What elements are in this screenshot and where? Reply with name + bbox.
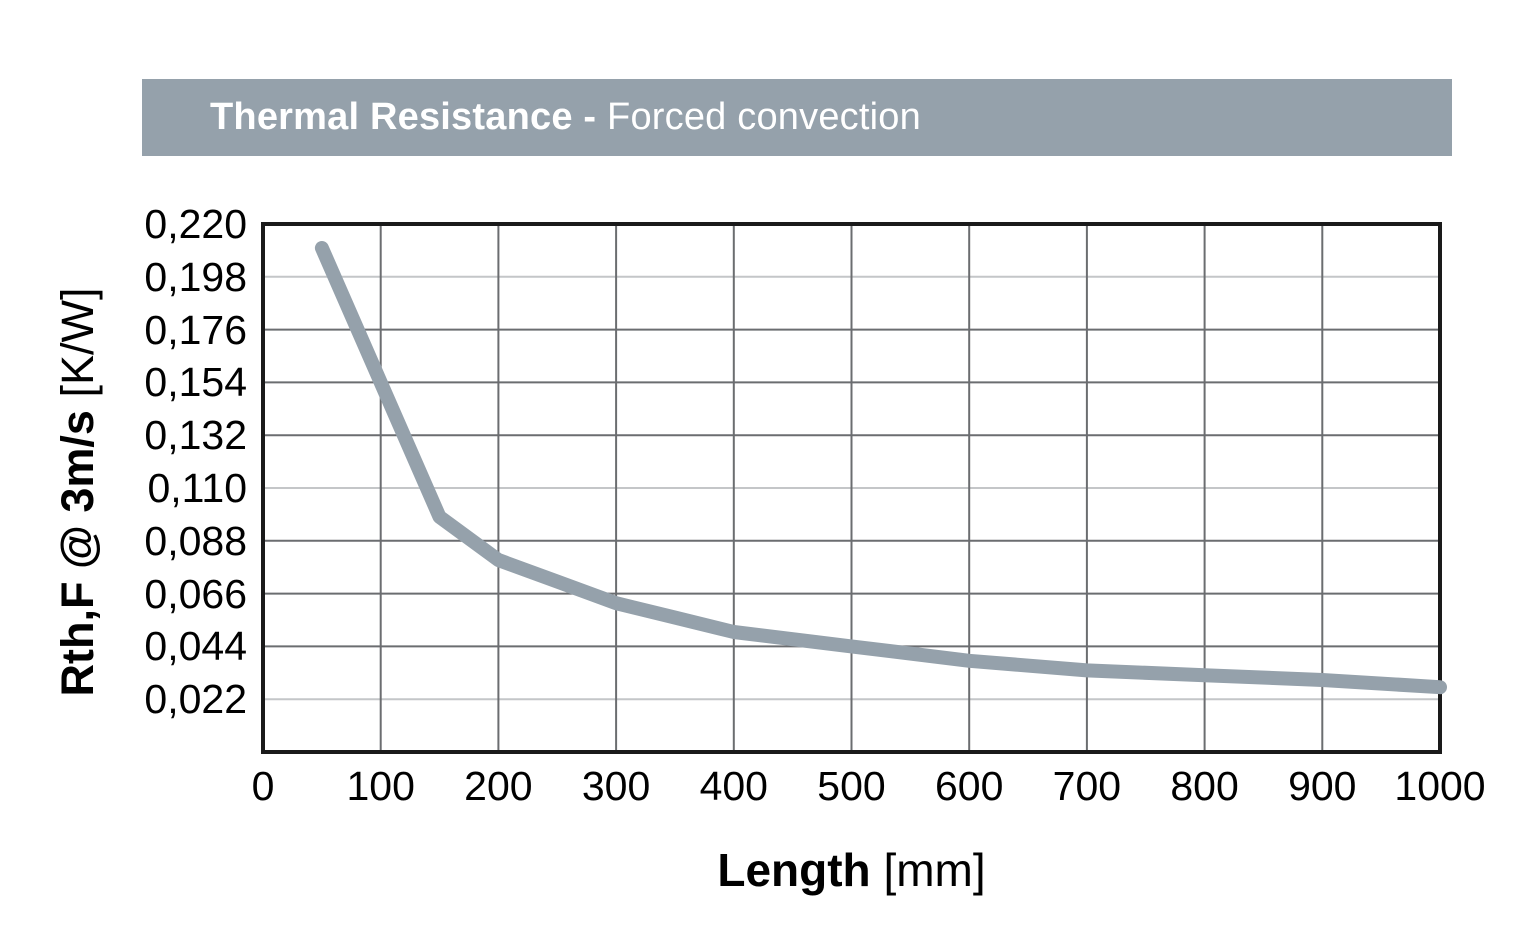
x-tick-label: 700 xyxy=(1052,763,1122,809)
x-tick-label: 800 xyxy=(1170,763,1239,809)
x-tick-label: 100 xyxy=(346,763,415,809)
plot-frame xyxy=(261,222,1442,754)
y-tick-label: 0,176 xyxy=(144,306,247,353)
y-tick-label: 0,088 xyxy=(144,517,247,564)
chart-title-regular-text: Forced convection xyxy=(607,96,921,138)
x-tick-label: 600 xyxy=(934,763,1004,809)
chart-title-bold: Thermal Resistance - xyxy=(210,96,597,138)
x-tick-label: 400 xyxy=(699,763,768,809)
x-tick-label: 500 xyxy=(817,763,886,809)
x-tick-label: 300 xyxy=(581,763,651,809)
x-axis-title-space xyxy=(871,843,884,897)
y-axis-title: Rth,F @ 3m/s [K/W] xyxy=(48,192,108,792)
y-tick-label: 0,044 xyxy=(144,623,247,670)
y-tick-label: 0,198 xyxy=(144,253,247,300)
y-tick-label: 0,066 xyxy=(144,570,247,617)
chart-title-bar: Thermal Resistance - Forced convection xyxy=(142,79,1452,156)
x-axis-title-unit: [mm] xyxy=(883,844,986,896)
x-tick-label: 900 xyxy=(1288,763,1357,809)
y-tick-label: 0,132 xyxy=(144,412,247,459)
y-axis-title-space xyxy=(52,398,104,411)
y-tick-label: 0,110 xyxy=(147,465,247,511)
x-tick-label: 0 xyxy=(251,763,275,809)
y-tick-label: 0,220 xyxy=(144,201,247,247)
x-tick-label: 1000 xyxy=(1394,763,1486,809)
x-axis-title-bold: Length xyxy=(717,844,871,896)
y-tick-label: 0,154 xyxy=(144,359,247,406)
y-axis-title-bold: Rth,F @ 3m/s xyxy=(52,410,103,697)
y-axis-title-unit: [K/W] xyxy=(52,287,103,398)
x-tick-label: 200 xyxy=(464,763,533,809)
y-tick-label: 0,022 xyxy=(144,676,247,723)
x-axis-title: Length [mm] xyxy=(263,840,1440,900)
thermal-resistance-curve xyxy=(314,241,1447,695)
